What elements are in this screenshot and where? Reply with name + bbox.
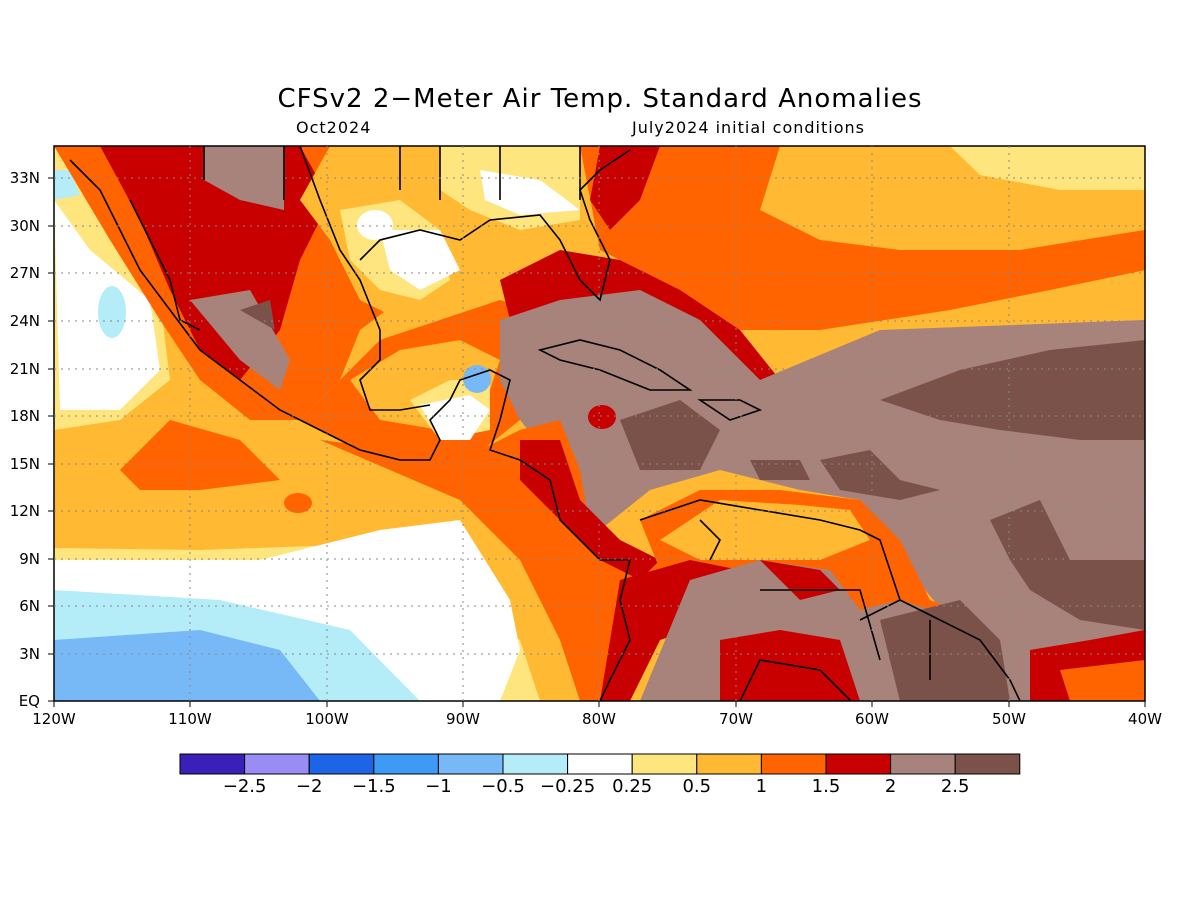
lat-label: 21N	[9, 360, 40, 378]
graticule	[54, 146, 1145, 701]
colorbar-swatch	[502, 753, 569, 775]
lon-label: 60W	[855, 710, 889, 728]
colorbar-tick-label: −1.5	[351, 776, 396, 797]
colorbar-swatch	[308, 753, 375, 775]
colorbar-tick-label: 1.5	[811, 776, 841, 797]
lat-label: 18N	[9, 407, 40, 425]
colorbar-swatch	[696, 753, 762, 775]
lon-label: 80W	[582, 710, 616, 728]
lon-label: 70W	[719, 710, 753, 728]
initial-conditions: July2024 initial conditions	[632, 118, 865, 137]
lat-label: EQ	[18, 692, 40, 710]
colorbar-swatch	[567, 753, 633, 775]
lon-label: 120W	[32, 710, 76, 728]
lon-label: 50W	[992, 710, 1026, 728]
lon-label: 100W	[305, 710, 349, 728]
lat-label: 33N	[9, 169, 40, 187]
colorbar-tick-label: 0.25	[612, 776, 653, 797]
colorbar-swatch	[760, 753, 827, 775]
lat-label: 3N	[19, 645, 40, 663]
lon-label: 110W	[168, 710, 212, 728]
lat-label: 30N	[9, 217, 40, 235]
lat-label: 9N	[19, 550, 40, 568]
colorbar-tick-label: −2.5	[222, 776, 267, 797]
colorbar-swatch	[825, 753, 892, 775]
axis-ticks	[48, 177, 1146, 707]
lat-label: 12N	[9, 502, 40, 520]
lat-label: 24N	[9, 312, 40, 330]
lon-label: 40W	[1128, 710, 1162, 728]
colorbar-tick-label: −1	[425, 776, 452, 797]
colorbar-tick-label: 2	[884, 776, 897, 797]
colorbar	[179, 753, 1021, 775]
colorbar-tick-label: −0.5	[481, 776, 525, 797]
lat-label: 27N	[9, 264, 40, 282]
colorbar-tick-label: 2.5	[940, 776, 970, 797]
colorbar-tick-label: −2	[295, 776, 323, 797]
lat-label: 6N	[19, 597, 40, 615]
coastlines	[69, 146, 1021, 701]
colorbar-swatch	[373, 753, 439, 775]
anomaly-fields	[54, 146, 1145, 701]
colorbar-swatch	[631, 753, 698, 775]
colorbar-swatch	[244, 753, 310, 775]
colorbar-swatch	[437, 753, 504, 775]
map-title: CFSv2 2−Meter Air Temp. Standard Anomali…	[277, 84, 923, 114]
forecast-month: Oct2024	[296, 118, 372, 137]
lat-label: 15N	[9, 455, 40, 473]
colorbar-swatch	[179, 753, 246, 775]
colorbar-tick-label: 0.5	[682, 776, 712, 797]
colorbar-tick-label: −0.25	[540, 776, 596, 797]
lon-label: 90W	[446, 710, 480, 728]
colorbar-swatch	[954, 753, 1021, 775]
colorbar-tick-label: 1	[755, 776, 768, 797]
colorbar-swatch	[890, 753, 956, 775]
